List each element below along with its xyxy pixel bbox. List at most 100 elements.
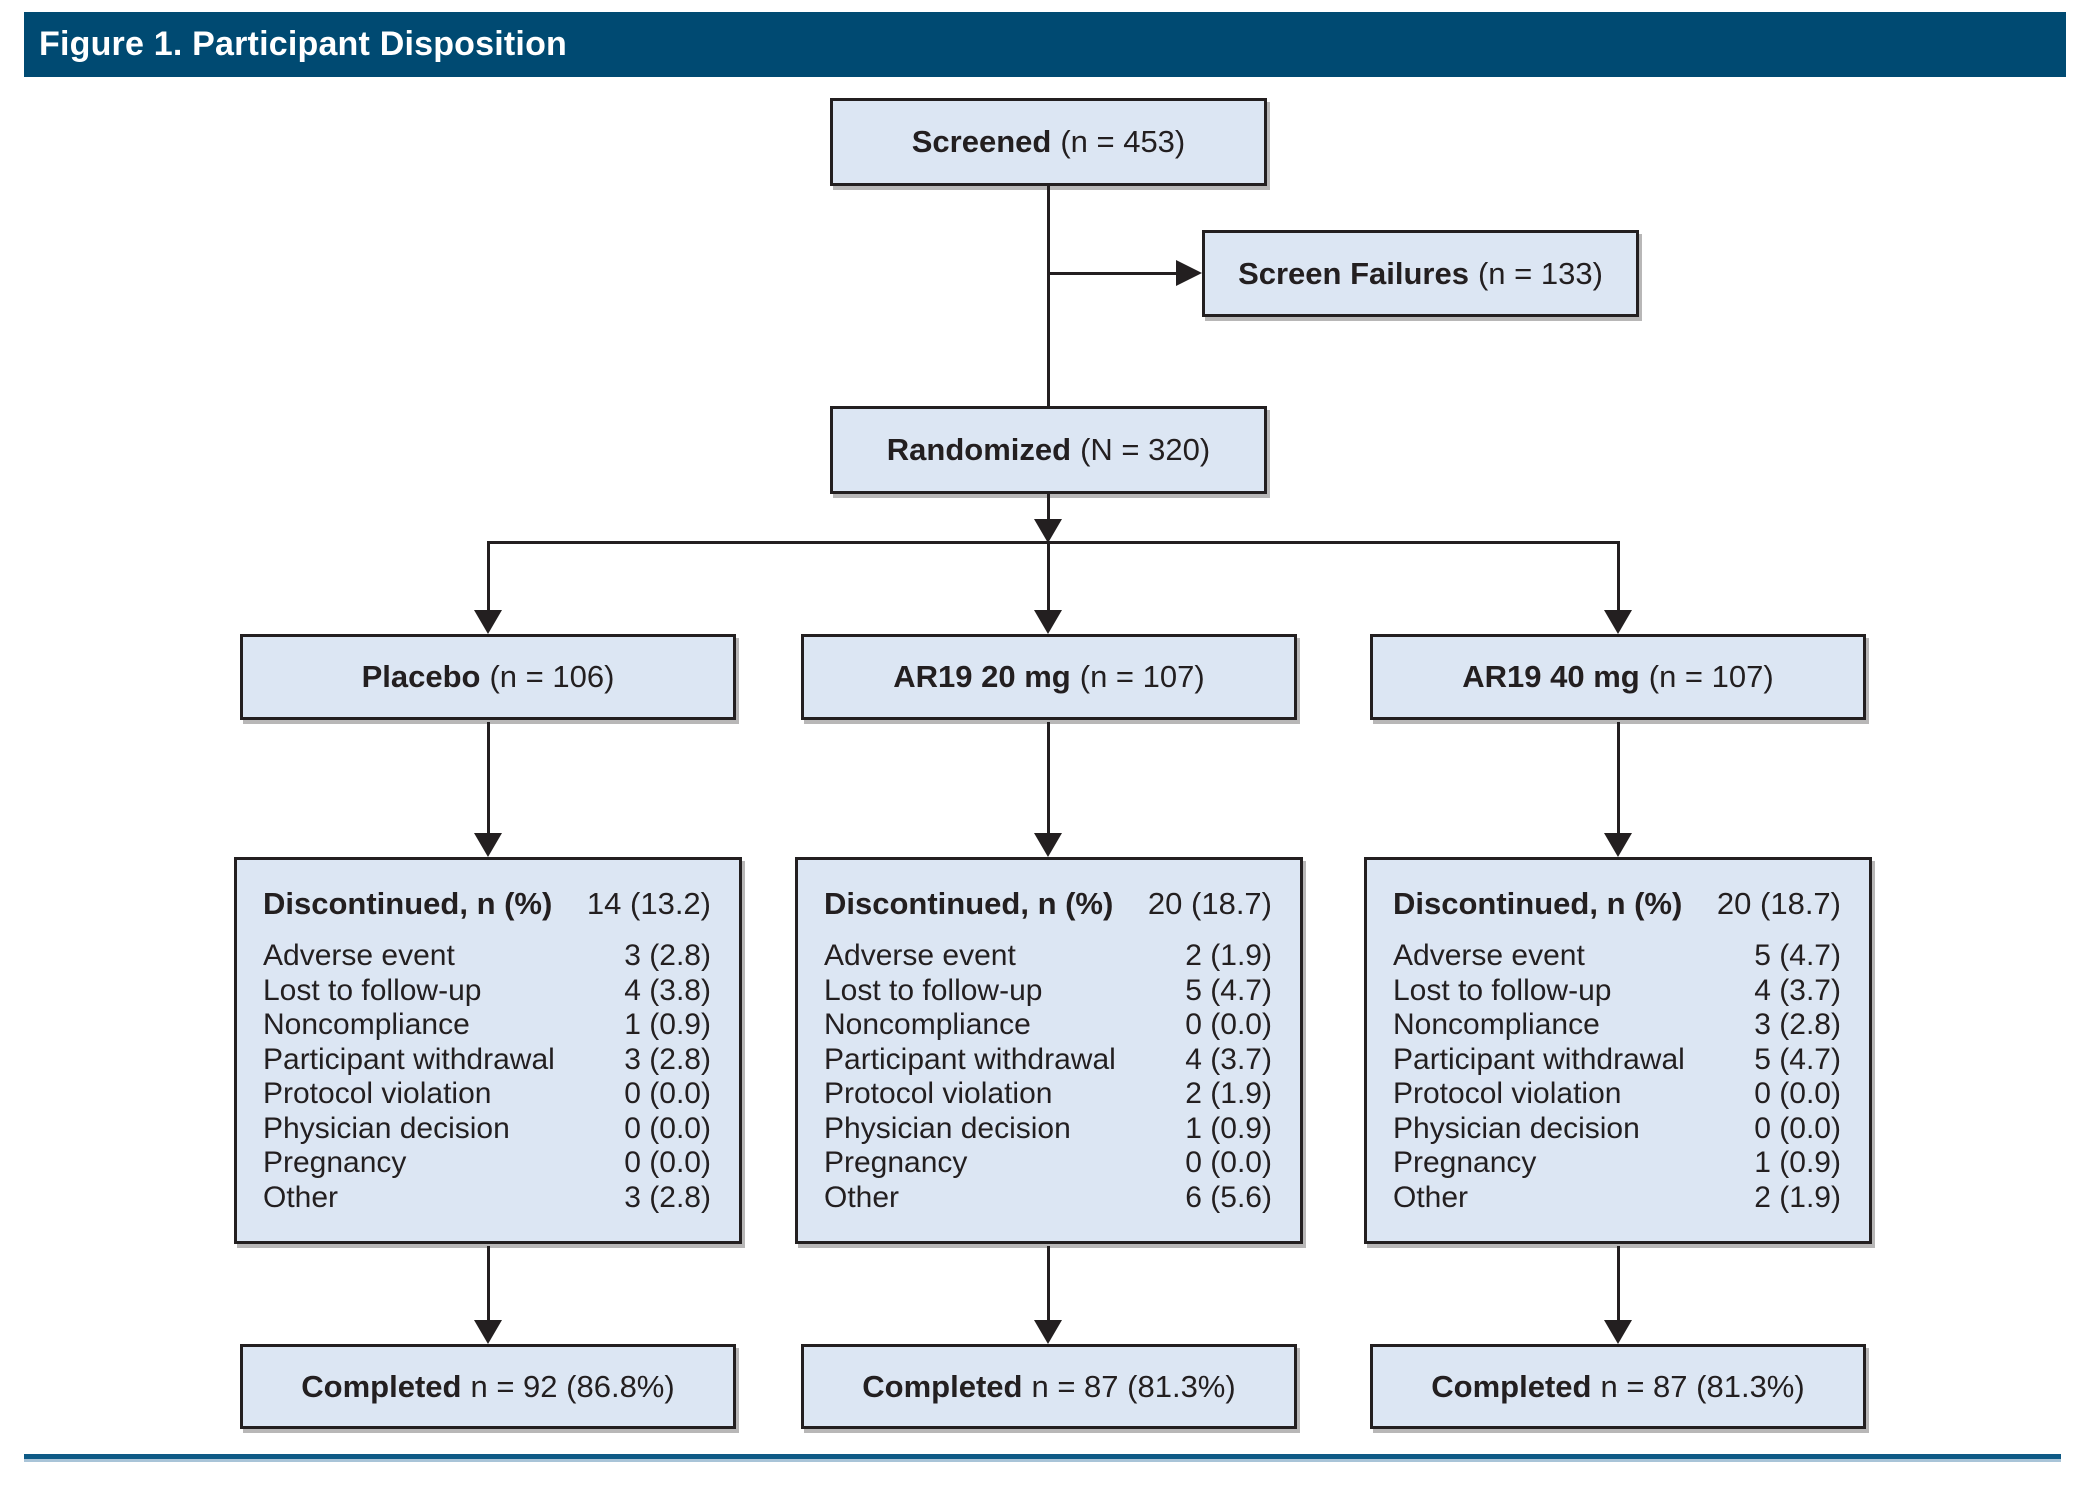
discontinued-box-ar19-40mg: Discontinued, n (%) 20 (18.7) Adverse ev…: [1364, 857, 1872, 1244]
figure-title: Figure 1. Participant Disposition: [39, 25, 568, 63]
reason-label: Pregnancy: [824, 1146, 968, 1179]
completed-label: Completed: [301, 1368, 462, 1404]
reason-label: Pregnancy: [263, 1146, 407, 1179]
arm-label: AR19 20 mg: [893, 659, 1071, 694]
arm-value: (n = 106): [489, 659, 615, 694]
arm-box-placebo: Placebo (n = 106): [240, 634, 736, 720]
reason-value: 3 (2.8): [624, 1180, 711, 1214]
connector-placebo-to-discontinued: [487, 722, 490, 834]
completed-value: n = 87 (81.3%): [1600, 1368, 1805, 1404]
randomized-box: Randomized (N = 320): [830, 406, 1267, 494]
connector-branch-to-ar19-20mg: [1047, 543, 1050, 611]
reason-value: 3 (2.8): [1754, 1008, 1841, 1041]
discontinued-value: 20 (18.7): [1147, 886, 1272, 921]
reason-row: Pregnancy 0 (0.0): [824, 1146, 1272, 1181]
arrowhead-ar19-40mg-discontinued: [1604, 833, 1632, 857]
completed-label: Completed: [862, 1368, 1023, 1404]
connector-branch-to-placebo: [487, 541, 490, 611]
connector-ar19-20mg-to-completed: [1047, 1246, 1050, 1322]
reason-label: Pregnancy: [1393, 1146, 1537, 1179]
completed-box-ar19-40mg: Completed n = 87 (81.3%): [1370, 1344, 1866, 1429]
reason-value: 4 (3.7): [1185, 1042, 1272, 1076]
reason-value: 0 (0.0): [1754, 1077, 1841, 1110]
reason-row: Noncompliance 3 (2.8): [1393, 1008, 1841, 1043]
reason-row: Pregnancy 1 (0.9): [1393, 1146, 1841, 1181]
screened-box: Screened (n = 453): [830, 98, 1267, 186]
reason-label: Other: [1393, 1180, 1469, 1214]
reason-row: Protocol violation 2 (1.9): [824, 1077, 1272, 1112]
reason-value: 5 (4.7): [1185, 973, 1272, 1007]
reason-label: Noncompliance: [1393, 1008, 1600, 1041]
reason-label: Physician decision: [263, 1111, 510, 1145]
figure-title-bar: Figure 1. Participant Disposition: [24, 12, 2066, 77]
screened-value: (n = 453): [1060, 124, 1186, 159]
reason-row: Protocol violation 0 (0.0): [1393, 1077, 1841, 1112]
reason-label: Participant withdrawal: [824, 1042, 1116, 1076]
reason-value: 5 (4.7): [1754, 1042, 1841, 1076]
discontinued-value: 14 (13.2): [586, 886, 711, 921]
reason-value: 0 (0.0): [624, 1146, 711, 1179]
reason-value: 1 (0.9): [624, 1008, 711, 1041]
reason-label: Other: [824, 1180, 900, 1214]
arrowhead-ar19-40mg-arm: [1604, 610, 1632, 634]
reason-value: 0 (0.0): [624, 1111, 711, 1145]
completed-box-ar19-20mg: Completed n = 87 (81.3%): [801, 1344, 1297, 1429]
arm-box-ar19-40mg: AR19 40 mg (n = 107): [1370, 634, 1866, 720]
connector-screened-to-randomized: [1047, 186, 1050, 406]
discontinued-label: Discontinued, n (%): [1393, 886, 1683, 921]
connector-placebo-to-completed: [487, 1246, 490, 1322]
arm-label: AR19 40 mg: [1462, 659, 1640, 694]
connector-branch-to-ar19-40mg: [1617, 541, 1620, 611]
randomized-value: (N = 320): [1080, 432, 1211, 467]
reason-row: Physician decision 0 (0.0): [1393, 1112, 1841, 1147]
arrowhead-ar19-20mg-completed: [1034, 1320, 1062, 1344]
discontinued-value: 20 (18.7): [1716, 886, 1841, 921]
reason-label: Lost to follow-up: [263, 973, 482, 1007]
reason-row: Adverse event 5 (4.7): [1393, 939, 1841, 974]
reason-value: 0 (0.0): [1185, 1146, 1272, 1179]
reason-row: Physician decision 1 (0.9): [824, 1112, 1272, 1147]
reason-label: Participant withdrawal: [263, 1042, 555, 1076]
reason-value: 1 (0.9): [1185, 1111, 1272, 1145]
completed-label: Completed: [1431, 1368, 1592, 1404]
discontinued-label: Discontinued, n (%): [263, 886, 553, 921]
reason-label: Other: [263, 1180, 339, 1214]
screen-failures-value: (n = 133): [1477, 255, 1603, 291]
discontinued-header-row: Discontinued, n (%) 14 (13.2): [263, 884, 711, 924]
arm-value: (n = 107): [1648, 659, 1774, 694]
arrowhead-placebo-arm: [474, 610, 502, 634]
reason-value: 2 (1.9): [1754, 1180, 1841, 1214]
randomized-label: Randomized: [886, 432, 1072, 467]
reason-row: Pregnancy 0 (0.0): [263, 1146, 711, 1181]
arm-box-ar19-20mg: AR19 20 mg (n = 107): [801, 634, 1297, 720]
connector-ar19-20mg-to-discontinued: [1047, 722, 1050, 834]
discontinued-box-placebo: Discontinued, n (%) 14 (13.2) Adverse ev…: [234, 857, 742, 1244]
discontinued-label: Discontinued, n (%): [824, 886, 1114, 921]
completed-box-placebo: Completed n = 92 (86.8%): [240, 1344, 736, 1429]
screened-label: Screened: [911, 124, 1052, 159]
reason-row: Adverse event 2 (1.9): [824, 939, 1272, 974]
arm-value: (n = 107): [1079, 659, 1205, 694]
reason-row: Other 3 (2.8): [263, 1181, 711, 1216]
connector-ar19-40mg-to-discontinued: [1617, 722, 1620, 834]
reason-value: 4 (3.8): [624, 973, 711, 1007]
reason-label: Protocol violation: [263, 1077, 492, 1110]
reason-row: Adverse event 3 (2.8): [263, 939, 711, 974]
completed-value: n = 87 (81.3%): [1031, 1368, 1236, 1404]
arrowhead-placebo-completed: [474, 1320, 502, 1344]
reason-row: Physician decision 0 (0.0): [263, 1112, 711, 1147]
reason-row: Noncompliance 1 (0.9): [263, 1008, 711, 1043]
reason-label: Participant withdrawal: [1393, 1042, 1685, 1076]
reason-value: 2 (1.9): [1185, 1077, 1272, 1110]
reason-row: Participant withdrawal 5 (4.7): [1393, 1043, 1841, 1078]
footer-rule: [24, 1454, 2061, 1462]
reason-value: 0 (0.0): [624, 1077, 711, 1110]
arrowhead-ar19-20mg-discontinued: [1034, 833, 1062, 857]
reason-label: Protocol violation: [1393, 1077, 1622, 1110]
reason-label: Adverse event: [824, 939, 1016, 972]
reason-label: Noncompliance: [263, 1008, 470, 1041]
reason-value: 3 (2.8): [624, 1042, 711, 1076]
connector-randomized-to-branch: [1047, 494, 1050, 522]
reason-value: 2 (1.9): [1185, 939, 1272, 972]
reason-label: Lost to follow-up: [824, 973, 1043, 1007]
